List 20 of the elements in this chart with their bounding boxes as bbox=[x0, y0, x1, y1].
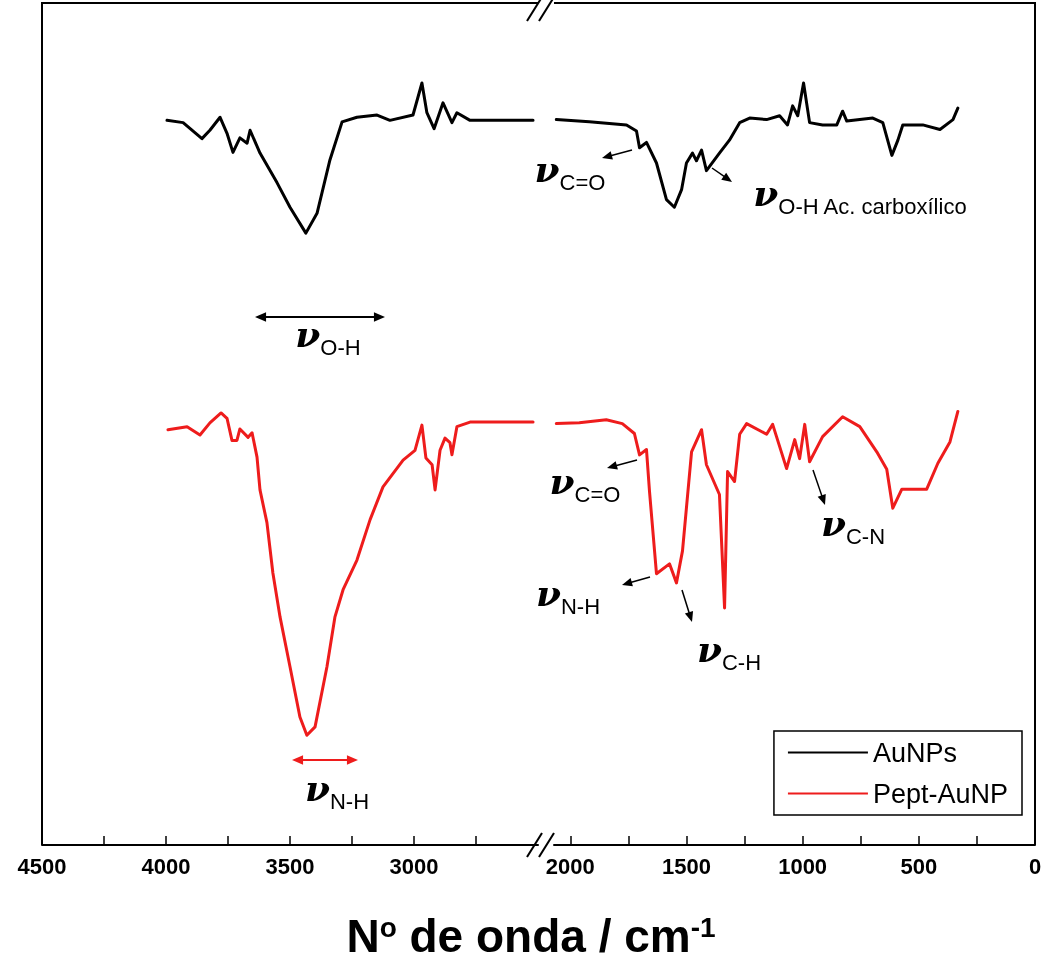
annotation: ν$_{N-H}$ bbox=[535, 572, 601, 619]
x-tick-label: 1500 bbox=[661, 853, 711, 879]
x-axis-title: N$^{o}$ de onda / cm$^{-1}$ bbox=[346, 910, 716, 962]
annotation: ν$_{N-H}$ bbox=[304, 767, 370, 814]
annotation: ν$_{C=O}$ bbox=[534, 148, 606, 195]
legend-label: AuNPs bbox=[872, 737, 957, 768]
x-tick-label: 1000 bbox=[778, 853, 828, 879]
x-tick-label: 4500 bbox=[17, 853, 67, 879]
annotation: ν$_{C-H}$ bbox=[696, 628, 762, 675]
annotation: ν$_{O-H}$ bbox=[295, 313, 361, 360]
annotation: ν$_{C=O}$ bbox=[549, 460, 621, 507]
x-tick-label: 500 bbox=[900, 853, 938, 879]
legend-label: Pept-AuNP bbox=[872, 778, 1009, 809]
x-tick-label: 2000 bbox=[545, 853, 595, 879]
x-tick-label: 3000 bbox=[389, 853, 439, 879]
annotation: ν$_{O-H Ac. carboxílico}$ bbox=[753, 172, 967, 219]
annotation: ν$_{C-N}$ bbox=[820, 502, 886, 549]
x-tick-label: 3500 bbox=[265, 853, 315, 879]
x-tick-label: 4000 bbox=[141, 853, 191, 879]
x-tick-label: 0 bbox=[1028, 853, 1042, 879]
